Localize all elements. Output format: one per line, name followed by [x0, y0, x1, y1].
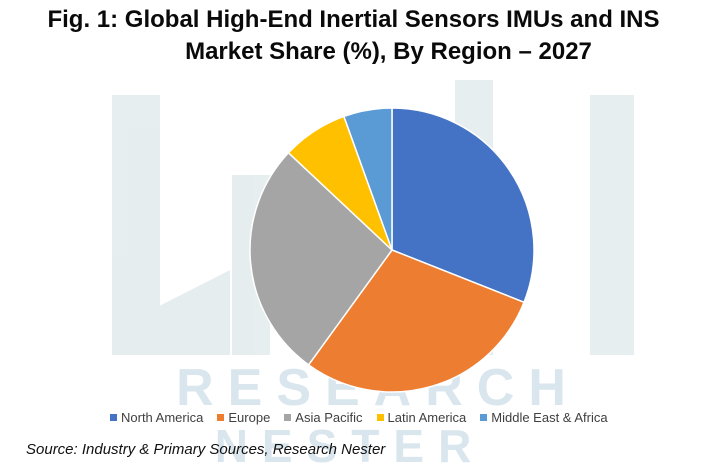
pie-slice-asia-pacific	[249, 151, 393, 366]
legend-label: Middle East & Africa	[491, 410, 608, 425]
legend-item-europe: Europe	[217, 410, 270, 425]
legend-label: Latin America	[387, 410, 467, 425]
legend-label: Europe	[228, 410, 271, 425]
legend-item-middle-east-africa: Middle East & Africa	[480, 410, 608, 425]
legend-item-north-america: North America	[110, 410, 203, 425]
pie-slice-europe	[307, 249, 526, 393]
legend-item-asia-pacific: Asia Pacific	[284, 410, 363, 425]
legend-label: North America	[121, 410, 204, 425]
legend-swatch	[480, 414, 488, 421]
chart-legend: North America Europe Asia Pacific Latin Ame…	[110, 410, 622, 425]
chart-title: Fig. 1: Global High-End Inertial Sensors…	[0, 4, 707, 68]
legend-item-latin-america: Latin America	[376, 410, 467, 425]
pie-slice-north-america	[391, 107, 535, 304]
legend-label: Asia Pacific	[295, 410, 363, 425]
pie-slice-middle-east-africa	[342, 107, 393, 251]
legend-swatch	[376, 414, 384, 421]
source-note: Source: Industry & Primary Sources, Rese…	[26, 441, 386, 458]
chart-title-line1: Fig. 1: Global High-End Inertial Sensors…	[47, 6, 660, 33]
legend-swatch	[284, 414, 292, 421]
chart-title-line2: Market Share (%), By Region – 2027	[185, 38, 592, 65]
legend-swatch	[110, 414, 117, 421]
legend-swatch	[217, 414, 225, 421]
